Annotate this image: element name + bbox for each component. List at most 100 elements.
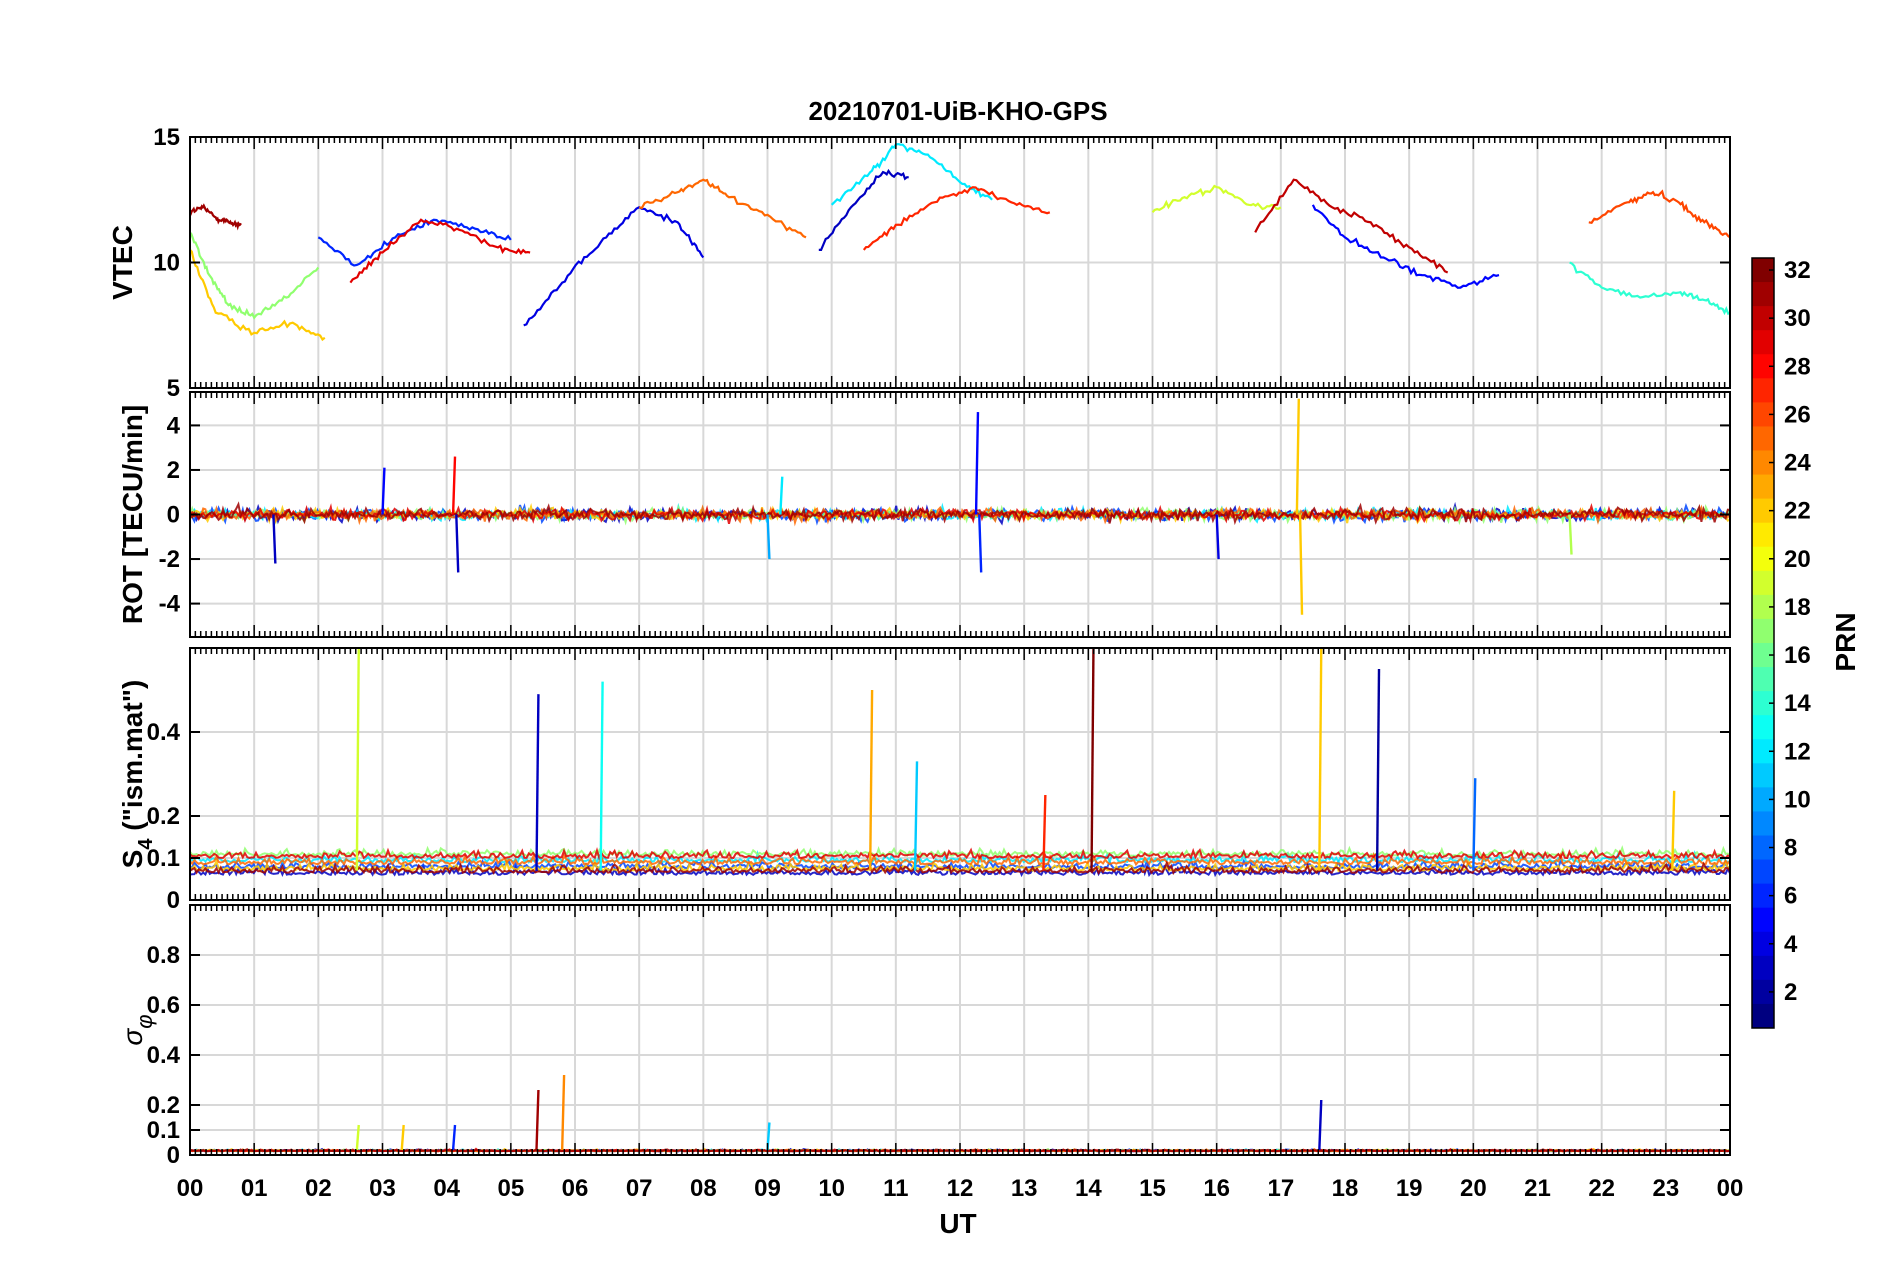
x-tick-label: 20 bbox=[1460, 1175, 1487, 1202]
plot-content bbox=[190, 142, 1730, 342]
colorbar-segment bbox=[1752, 979, 1774, 1005]
colorbar-tick-label: 22 bbox=[1784, 498, 1811, 525]
sigma-phi-panel: 00.10.2 0.4 0.6 0.8 σφ bbox=[117, 904, 1731, 1169]
colorbar-segment bbox=[1752, 498, 1774, 524]
x-tick-label: 22 bbox=[1588, 1175, 1615, 1202]
colorbar-segment bbox=[1752, 1003, 1774, 1029]
colorbar-segment bbox=[1752, 691, 1774, 716]
colorbar-segment bbox=[1752, 258, 1774, 283]
colorbar-tick-label: 32 bbox=[1784, 257, 1811, 284]
y-tick-label: 0.2 bbox=[147, 803, 180, 830]
spike-mark bbox=[974, 412, 980, 515]
x-ticks bbox=[189, 392, 1731, 637]
colorbar-segment bbox=[1752, 426, 1774, 451]
colorbar-segment bbox=[1752, 570, 1774, 596]
spike-mark bbox=[400, 1124, 405, 1151]
x-tick-label: 00 bbox=[177, 1175, 204, 1202]
vtec-series-line bbox=[190, 249, 326, 342]
colorbar-segment bbox=[1752, 546, 1774, 572]
colorbar-segment bbox=[1752, 306, 1774, 331]
x-ticks bbox=[189, 905, 1731, 1155]
spike-mark bbox=[1298, 514, 1304, 615]
spike-mark bbox=[1295, 398, 1300, 515]
vtec-series-line bbox=[523, 206, 705, 327]
spike-mark bbox=[535, 694, 540, 871]
figure-title: 20210701-UiB-KHO-GPS bbox=[808, 96, 1107, 126]
colorbar-segment bbox=[1752, 739, 1774, 764]
x-axis-label: UT bbox=[939, 1208, 976, 1239]
x-tick-label: 11 bbox=[883, 1175, 908, 1202]
y-axis-label: σφ bbox=[117, 1014, 157, 1045]
y-tick-label: 0.1 bbox=[147, 845, 180, 872]
x-tick-label: 04 bbox=[433, 1175, 460, 1202]
vtec-series-line bbox=[638, 178, 807, 239]
colorbar-segment bbox=[1752, 859, 1774, 885]
x-tick-label: 10 bbox=[818, 1175, 845, 1202]
colorbar-segment bbox=[1752, 835, 1774, 861]
colorbar-tick-label: 26 bbox=[1784, 401, 1811, 428]
spike-mark bbox=[451, 456, 457, 515]
y-tick-label: 0.4 bbox=[147, 1042, 181, 1069]
spike-mark bbox=[451, 1124, 457, 1151]
colorbar-segment bbox=[1752, 402, 1774, 427]
y-axis-label: ROT [TECU/min] bbox=[117, 405, 148, 624]
x-tick-label: 08 bbox=[690, 1175, 717, 1202]
colorbar-segment bbox=[1752, 474, 1774, 500]
y-tick-label: 0.8 bbox=[147, 942, 180, 969]
colorbar-segment bbox=[1752, 667, 1774, 692]
noise-trace bbox=[190, 501, 1730, 526]
spike-mark bbox=[1671, 790, 1676, 871]
vtec-series-line bbox=[1569, 261, 1730, 316]
colorbar-segment bbox=[1752, 282, 1774, 307]
colorbar-frame bbox=[1751, 257, 1775, 1029]
spike-mark bbox=[1318, 1099, 1323, 1151]
y-axis-label: S4 ("ism.mat") bbox=[117, 680, 157, 869]
noise-trace bbox=[190, 860, 1730, 876]
spike-mark bbox=[1042, 794, 1047, 871]
vtec-series-line bbox=[1254, 178, 1449, 274]
colorbar-segment bbox=[1752, 522, 1774, 548]
y-tick-label: 2 bbox=[167, 457, 180, 484]
y-axis-label: VTEC bbox=[107, 225, 138, 300]
colorbar-tick-label: 28 bbox=[1784, 353, 1811, 380]
colorbar-tick-label: 2 bbox=[1784, 979, 1797, 1006]
x-tick-label: 15 bbox=[1139, 1175, 1166, 1202]
vtec-series-line bbox=[1311, 204, 1500, 289]
x-tick-label: 23 bbox=[1652, 1175, 1679, 1202]
colorbar-segment bbox=[1752, 594, 1774, 620]
y-tick-label: 0.1 bbox=[147, 1117, 180, 1144]
vtec-series-line bbox=[317, 218, 512, 267]
y-tick-label: 0 bbox=[167, 1142, 180, 1169]
colorbar-tick-label: 8 bbox=[1784, 835, 1797, 862]
colorbar-tick-label: 6 bbox=[1784, 883, 1797, 910]
y-tick-label: 0.2 bbox=[147, 1092, 180, 1119]
colorbar-segment bbox=[1752, 450, 1774, 476]
x-ticks bbox=[189, 137, 1731, 388]
colorbar-tick-label: 30 bbox=[1784, 305, 1811, 332]
x-tick-label: 21 bbox=[1524, 1175, 1551, 1202]
colorbar-segment bbox=[1752, 763, 1774, 788]
colorbar-segment bbox=[1752, 354, 1774, 379]
spike-mark bbox=[1472, 778, 1477, 871]
spike-mark bbox=[978, 514, 983, 573]
colorbar-tick-label: 20 bbox=[1784, 546, 1811, 573]
colorbar-segment bbox=[1752, 715, 1774, 740]
y-tick-label: -2 bbox=[159, 546, 180, 573]
spike-mark bbox=[1215, 514, 1220, 560]
y-tick-label: 15 bbox=[153, 124, 180, 151]
spike-mark bbox=[1568, 514, 1573, 555]
spike-mark bbox=[913, 761, 919, 871]
x-tick-label: 02 bbox=[305, 1175, 332, 1202]
x-tick-label: 01 bbox=[241, 1175, 268, 1202]
colorbar-segment bbox=[1752, 883, 1774, 909]
spike-mark bbox=[560, 1074, 566, 1151]
y-tick-label: 0 bbox=[167, 887, 180, 914]
vtec-series-line bbox=[190, 231, 320, 320]
spike-mark bbox=[599, 681, 604, 871]
spike-mark bbox=[355, 648, 360, 871]
x-tick-label: 17 bbox=[1267, 1175, 1294, 1202]
plot-content bbox=[190, 648, 1730, 878]
x-tick-label: 06 bbox=[562, 1175, 589, 1202]
x-tick-label: 18 bbox=[1332, 1175, 1359, 1202]
